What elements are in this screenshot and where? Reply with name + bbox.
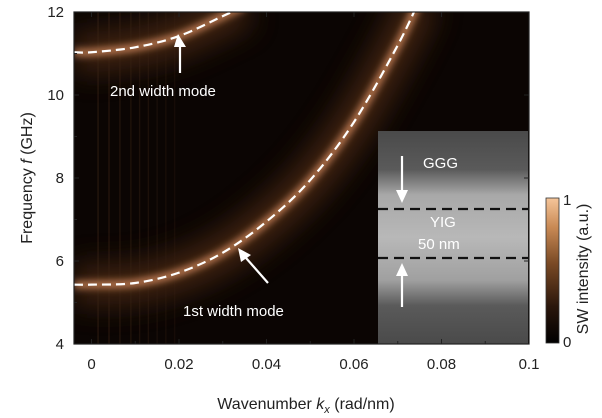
annotation-2nd: 2nd width mode xyxy=(110,34,216,100)
inset-micrograph: GGG YIG 50 nm xyxy=(378,131,528,344)
y-tick-label: 6 xyxy=(56,253,64,270)
x-axis: 0 0.02 0.04 0.06 0.08 0.1 xyxy=(87,12,539,373)
x-tick-label: 0.06 xyxy=(339,356,368,373)
inset-label-ggg: GGG xyxy=(423,155,458,172)
y-axis-label: Frequency f (GHz) xyxy=(19,112,36,244)
inset-arrowhead-down xyxy=(396,190,408,203)
x-tick-label: 0.08 xyxy=(427,356,456,373)
x-tick-label: 0.02 xyxy=(164,356,193,373)
inset-label-yig: YIG xyxy=(430,214,456,231)
annotation-1st: 1st width mode xyxy=(183,248,284,320)
x-axis-label: Wavenumber kx (rad/nm) xyxy=(217,396,394,416)
colorbar-gradient xyxy=(545,197,560,344)
annotation-2nd-label: 2nd width mode xyxy=(110,83,216,100)
colorbar-max-label: 1 xyxy=(563,192,571,209)
colorbar-min-label: 0 xyxy=(563,334,571,351)
x-tick-label: 0 xyxy=(87,356,95,373)
y-tick-label: 4 xyxy=(56,336,64,353)
series-line-2 xyxy=(74,12,235,54)
inset-arrowhead-up xyxy=(396,263,408,276)
colorbar-label: SW intensity (a.u.) xyxy=(575,204,592,335)
x-tick-label: 0.1 xyxy=(519,356,540,373)
y-axis: 4 6 8 10 12 xyxy=(47,4,529,353)
y-tick-label: 10 xyxy=(47,87,64,104)
annotation-1st-label: 1st width mode xyxy=(183,303,284,320)
inset-label-thickness: 50 nm xyxy=(418,236,460,253)
series-line-1 xyxy=(74,12,416,286)
y-tick-label: 8 xyxy=(56,170,64,187)
colorbar: 1 0 SW intensity (a.u.) xyxy=(545,192,592,351)
streak-artifacts xyxy=(97,12,176,344)
x-tick-label: 0.04 xyxy=(252,356,281,373)
y-tick-label: 12 xyxy=(47,4,64,21)
